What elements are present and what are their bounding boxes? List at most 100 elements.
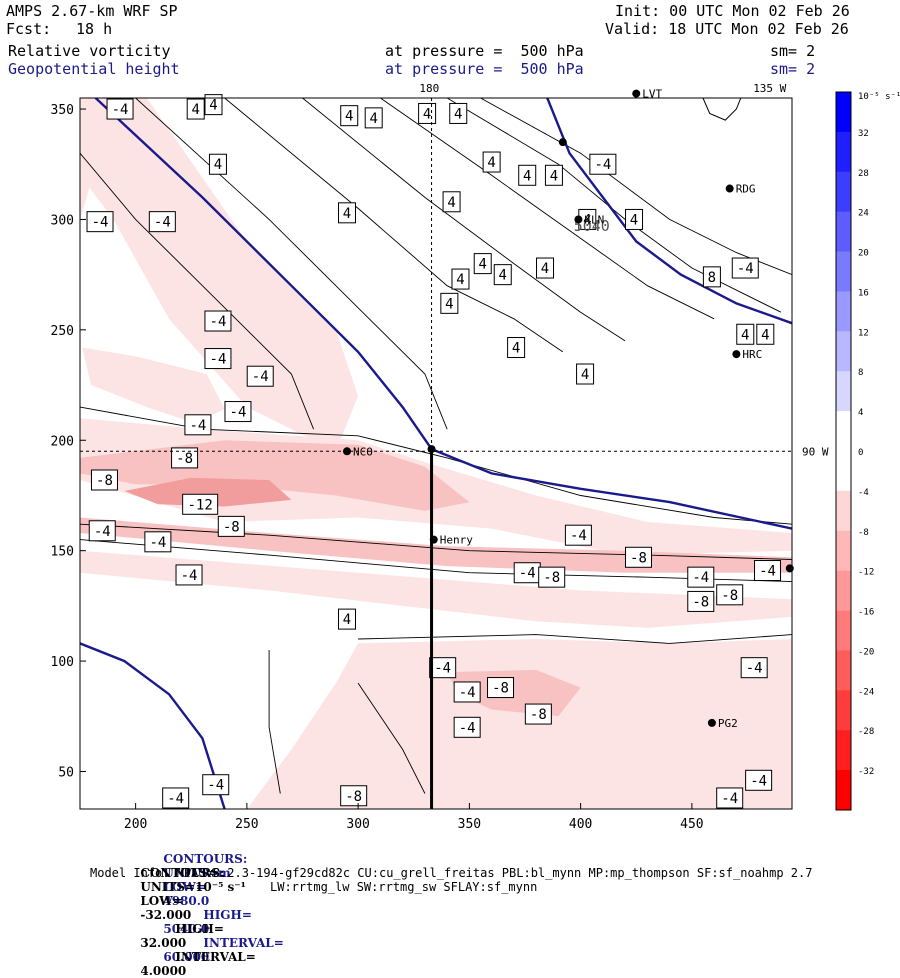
x-tick-label: 350 bbox=[458, 817, 481, 830]
vorticity-contour-7 bbox=[80, 523, 792, 560]
station-label: LVT bbox=[642, 88, 662, 101]
field2-smoothing: sm= 2 bbox=[770, 60, 816, 78]
vorticity-fill-layer bbox=[80, 98, 792, 809]
contour-label: -4 bbox=[210, 352, 227, 368]
contour-label-layer: -4 4 44 4 4 44 44 444-4-4 -4 4 444 4 44-48-44 44-4-4 4… bbox=[86, 94, 782, 809]
contour-label-box bbox=[538, 566, 566, 588]
colorbar-swatch bbox=[836, 291, 851, 332]
contour-label-box bbox=[171, 447, 199, 469]
colorbar-swatch bbox=[836, 650, 851, 691]
colorbar-swatch bbox=[836, 530, 851, 572]
colorbar-tick-label: -4 bbox=[858, 488, 869, 498]
contour-label-box bbox=[745, 769, 773, 791]
x-tick-label: 200 bbox=[124, 817, 147, 830]
contour-label-box bbox=[364, 107, 383, 129]
field1-level: at pressure = 500 hPa bbox=[385, 42, 584, 60]
contour-label-box bbox=[564, 524, 592, 546]
colorbar-tick-label: -24 bbox=[858, 687, 874, 697]
contour-label: -8 bbox=[530, 707, 547, 723]
contour-label: -8 bbox=[543, 570, 560, 586]
vorticity-contour-0 bbox=[135, 98, 448, 430]
contour-label: 4 bbox=[741, 327, 749, 343]
contour-label: 4 bbox=[630, 212, 638, 228]
contour-label: 8 bbox=[708, 270, 716, 286]
contour-label-box bbox=[589, 153, 617, 175]
y-tick-label: 300 bbox=[51, 213, 74, 228]
contour-label-box bbox=[182, 493, 219, 515]
contour-label-box bbox=[429, 657, 457, 679]
contour-label-box bbox=[576, 363, 595, 385]
contour-label: -8 bbox=[223, 519, 240, 535]
contour-label: -4 bbox=[570, 528, 587, 544]
contour-label-box bbox=[716, 584, 744, 606]
colorbar-swatch bbox=[836, 331, 851, 372]
field1-name: Relative vorticity bbox=[8, 42, 171, 60]
contour-label-box bbox=[736, 323, 755, 345]
colorbar-swatch bbox=[836, 730, 851, 771]
contour-label-box bbox=[740, 657, 768, 679]
colorbar-tick-label: -8 bbox=[858, 528, 869, 538]
colorbar-swatch bbox=[836, 610, 851, 651]
vorticity-region-0 bbox=[80, 98, 359, 452]
vorticity-region-9 bbox=[82, 347, 225, 423]
contour-label-box bbox=[524, 703, 552, 725]
contour-label: -4 bbox=[252, 369, 269, 385]
contour-label: 4 bbox=[761, 327, 769, 343]
contour-label-box bbox=[687, 566, 715, 588]
vorticity-contours-label: CONTOURS: bbox=[140, 866, 225, 880]
vorticity-contour-12 bbox=[268, 650, 281, 794]
valid-time: Valid: 18 UTC Mon 02 Feb 26 bbox=[605, 20, 849, 38]
field2-name: Geopotential height bbox=[8, 60, 180, 78]
height-low-label: LOW= bbox=[163, 880, 206, 894]
colorbar-tick-label: 24 bbox=[858, 209, 869, 219]
height-contour-0 bbox=[94, 98, 792, 530]
contour-label-box bbox=[208, 153, 227, 175]
x-tick-label: 300 bbox=[346, 817, 369, 830]
contour-label: -4 bbox=[459, 720, 476, 736]
model-title: AMPS 2.67-km WRF SP bbox=[6, 2, 178, 20]
contour-label: -4 bbox=[434, 661, 451, 677]
contour-label: -8 bbox=[692, 594, 709, 610]
vorticity-contour-10 bbox=[80, 152, 315, 430]
contour-label-box bbox=[90, 469, 118, 491]
colorbar-swatch bbox=[836, 171, 851, 213]
x-tick-label: 450 bbox=[680, 817, 703, 830]
contour-label: -8 bbox=[492, 681, 509, 697]
colorbar-tick-label: 8 bbox=[858, 368, 863, 378]
contour-label-box bbox=[340, 105, 359, 127]
vorticity-region-8 bbox=[80, 98, 114, 220]
station-marker bbox=[732, 350, 741, 359]
contour-label: 4 bbox=[550, 168, 558, 184]
vorticity-contour-11 bbox=[357, 682, 426, 794]
contour-label-box bbox=[144, 531, 172, 553]
contour-label-box bbox=[217, 515, 245, 537]
vorticity-contour-1 bbox=[224, 98, 564, 353]
contour-label: -4 bbox=[189, 418, 206, 434]
contour-label: 4 bbox=[454, 106, 462, 122]
contour-label-box bbox=[716, 787, 744, 809]
contour-label: 4 bbox=[487, 155, 495, 171]
contour-label-box bbox=[624, 546, 652, 568]
colorbar-frame bbox=[835, 91, 852, 811]
colorbar-swatch bbox=[836, 371, 851, 412]
contour-label-box bbox=[440, 292, 459, 314]
contour-label-box bbox=[202, 774, 230, 796]
vorticity-high: 32.000 bbox=[140, 936, 187, 950]
contour-label: -4 bbox=[519, 566, 536, 582]
contour-label: 4 bbox=[523, 168, 531, 184]
station-marker bbox=[785, 564, 794, 573]
contour-label: 4 bbox=[343, 612, 351, 628]
contour-label: -4 bbox=[207, 778, 224, 794]
contour-label-box bbox=[487, 677, 515, 699]
contour-label: 4 bbox=[499, 268, 507, 284]
colorbar: 32 28 24 20 16 12 8 4 0 -4 -8 -12 -16 -20 -24 -28 -32 10⁻… bbox=[835, 91, 900, 811]
contour-label-box bbox=[184, 414, 212, 436]
contour-label-box bbox=[175, 564, 203, 586]
colorbar-swatch bbox=[836, 490, 851, 532]
vorticity-contour-3 bbox=[380, 98, 715, 320]
contour-label-box bbox=[204, 348, 232, 370]
meridian-label: 180 bbox=[419, 82, 439, 95]
contour-label: -4 bbox=[112, 102, 129, 118]
contour-label-box bbox=[687, 590, 715, 612]
